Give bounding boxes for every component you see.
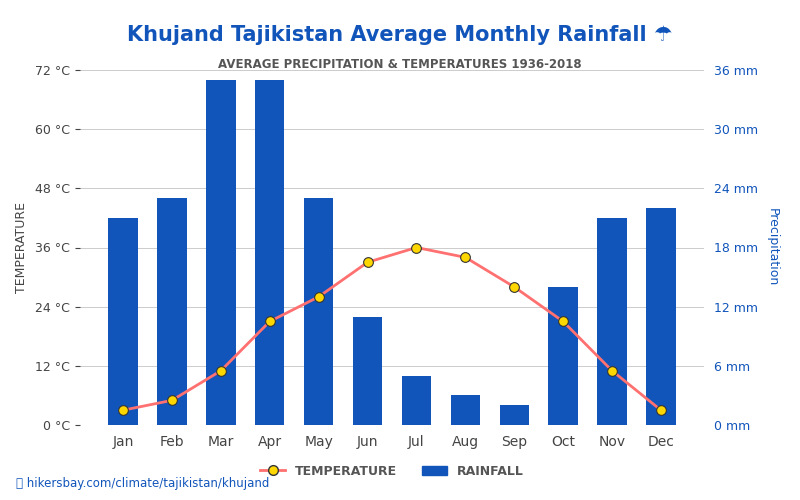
Y-axis label: TEMPERATURE: TEMPERATURE bbox=[15, 202, 28, 293]
Text: Khujand Tajikistan Average Monthly Rainfall ☂: Khujand Tajikistan Average Monthly Rainf… bbox=[127, 25, 673, 45]
Bar bbox=[450, 396, 480, 425]
Bar bbox=[108, 218, 138, 425]
Bar bbox=[304, 198, 334, 425]
Bar bbox=[206, 80, 235, 425]
Bar bbox=[158, 198, 186, 425]
Y-axis label: Precipitation: Precipitation bbox=[766, 208, 778, 286]
Text: 📍 hikersbay.com/climate/tajikistan/khujand: 📍 hikersbay.com/climate/tajikistan/khuja… bbox=[16, 477, 270, 490]
Bar bbox=[255, 80, 285, 425]
Bar bbox=[353, 316, 382, 425]
Bar bbox=[598, 218, 626, 425]
Bar bbox=[646, 208, 676, 425]
Bar bbox=[549, 287, 578, 425]
Bar bbox=[402, 376, 431, 425]
Bar bbox=[499, 406, 529, 425]
Legend: TEMPERATURE, RAINFALL: TEMPERATURE, RAINFALL bbox=[255, 460, 529, 482]
Text: AVERAGE PRECIPITATION & TEMPERATURES 1936-2018: AVERAGE PRECIPITATION & TEMPERATURES 193… bbox=[218, 58, 582, 70]
